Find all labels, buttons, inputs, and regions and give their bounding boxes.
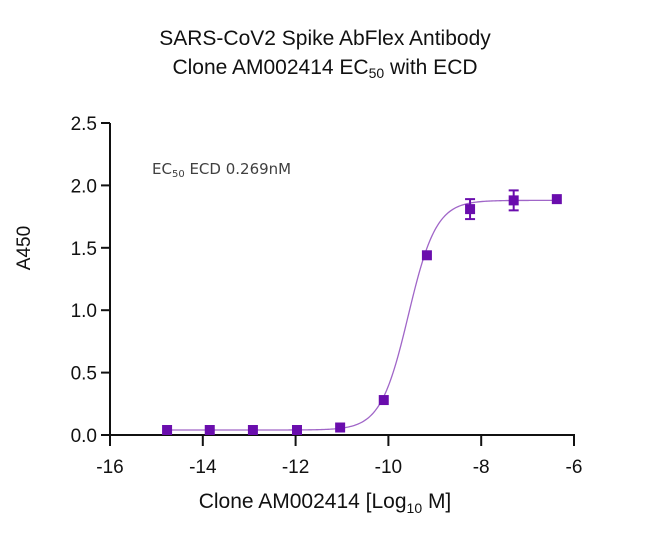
data-point	[508, 195, 519, 206]
chart-title-line1: SARS-CoV2 Spike AbFlex Antibody	[0, 26, 650, 52]
y-tick-label: 0.5	[71, 364, 97, 385]
y-axis-label: A450	[14, 225, 35, 271]
y-tick-label: 2.5	[71, 114, 97, 135]
title-text: with ECD	[384, 56, 478, 79]
data-point	[291, 425, 302, 436]
xlabel-text: M]	[422, 490, 452, 513]
xlabel-subscript: 10	[406, 500, 423, 516]
x-tick-label: -14	[189, 457, 217, 478]
title-subscript: 50	[368, 65, 385, 81]
x-tick-label: -12	[282, 457, 309, 478]
data-point	[247, 425, 258, 436]
title-text: SARS-CoV2 Spike AbFlex Antibody	[159, 27, 491, 50]
title-text: Clone AM002414 EC	[172, 56, 369, 79]
data-point	[378, 395, 389, 406]
annotation-subscript: 50	[171, 169, 185, 180]
annotation-text: ECD 0.269nM	[184, 160, 292, 178]
xlabel-text: Clone AM002414 [Log	[198, 490, 407, 513]
y-tick-label: 1.0	[71, 301, 97, 322]
y-tick-label: 2.0	[71, 176, 97, 197]
chart-title-line2: Clone AM002414 EC50 with ECD	[0, 55, 650, 86]
fit-curve	[167, 199, 557, 431]
data-point	[162, 425, 173, 436]
data-point	[465, 204, 476, 215]
y-tick-label: 0.0	[71, 426, 97, 447]
data-point	[335, 422, 346, 433]
ec50-annotation: EC50 ECD 0.269nM	[152, 160, 291, 180]
data-point	[421, 250, 432, 261]
x-tick-label: -6	[566, 457, 583, 478]
y-tick-label: 1.5	[71, 239, 97, 260]
x-axis-label: Clone AM002414 [Log10 M]	[0, 490, 650, 516]
data-point	[551, 194, 562, 205]
x-tick-label: -8	[473, 457, 490, 478]
data-point	[204, 425, 215, 436]
annotation-text: EC	[152, 160, 172, 178]
x-tick-label: -16	[96, 457, 123, 478]
x-tick-label: -10	[375, 457, 402, 478]
